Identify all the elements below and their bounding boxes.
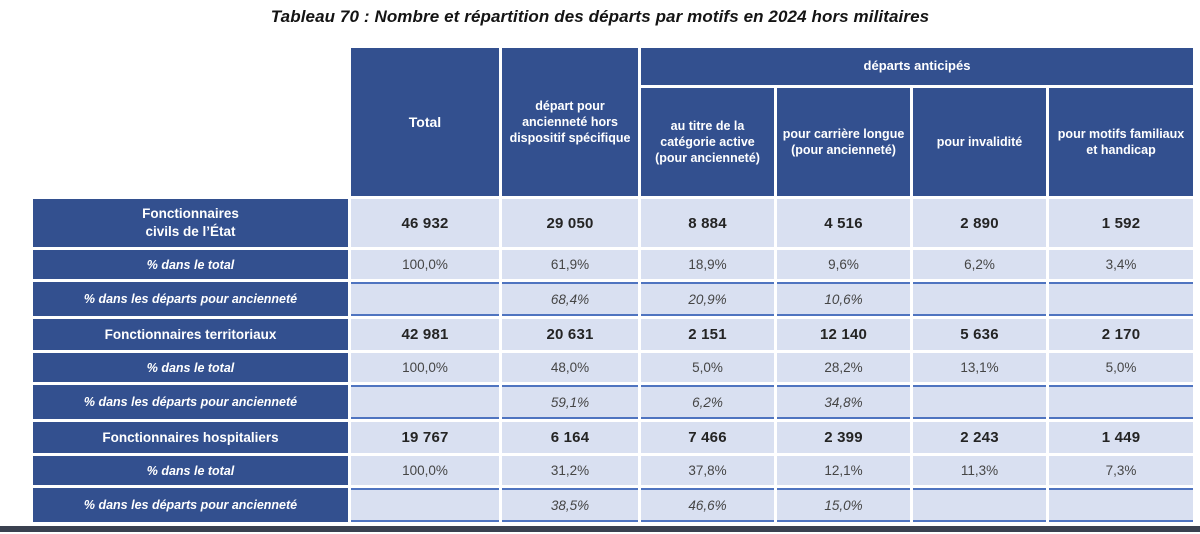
cell-value: 7 466 (641, 422, 774, 453)
row-label-pct-total: % dans le total (33, 353, 348, 382)
table-row: Fonctionnaires civils de l’État 46 932 2… (33, 199, 1193, 247)
cell-value: 5 636 (913, 319, 1046, 350)
cell-value: 20,9% (641, 282, 774, 316)
cell-value: 29 050 (502, 199, 638, 247)
cell-value (913, 385, 1046, 419)
row-label-civils: Fonctionnaires civils de l’État (33, 199, 348, 247)
table-row: % dans le total 100,0% 61,9% 18,9% 9,6% … (33, 250, 1193, 279)
header-total: Total (351, 48, 499, 196)
cell-value: 2 151 (641, 319, 774, 350)
row-label-pct-anciennete: % dans les départs pour ancienneté (33, 282, 348, 316)
table-row: Fonctionnaires territoriaux 42 981 20 63… (33, 319, 1193, 350)
cell-value (913, 488, 1046, 522)
cell-value: 6,2% (913, 250, 1046, 279)
cell-value (351, 385, 499, 419)
table-row: % dans le total 100,0% 48,0% 5,0% 28,2% … (33, 353, 1193, 382)
cell-value: 2 243 (913, 422, 1046, 453)
cell-value: 3,4% (1049, 250, 1193, 279)
cell-value: 19 767 (351, 422, 499, 453)
table-title: Tableau 70 : Nombre et répartition des d… (270, 7, 930, 26)
cell-value (351, 282, 499, 316)
cell-value: 46 932 (351, 199, 499, 247)
cell-value (1049, 488, 1193, 522)
cell-value: 11,3% (913, 456, 1046, 485)
cell-value: 46,6% (641, 488, 774, 522)
cell-value: 18,9% (641, 250, 774, 279)
cell-value: 28,2% (777, 353, 910, 382)
cell-value: 37,8% (641, 456, 774, 485)
cell-value: 38,5% (502, 488, 638, 522)
header-departs-anticipes: départs anticipés (641, 48, 1193, 85)
table-row: % dans les départs pour ancienneté 59,1%… (33, 385, 1193, 419)
row-label-pct-anciennete: % dans les départs pour ancienneté (33, 385, 348, 419)
cell-value: 59,1% (502, 385, 638, 419)
row-label-pct-total: % dans le total (33, 456, 348, 485)
cell-value: 6 164 (502, 422, 638, 453)
header-row-sub: au titre de la catégorie active (pour an… (33, 88, 1193, 196)
departures-table: Total départ pour ancienneté hors dispos… (30, 45, 1196, 525)
cell-value: 12 140 (777, 319, 910, 350)
cell-value: 68,4% (502, 282, 638, 316)
table-row: % dans le total 100,0% 31,2% 37,8% 12,1%… (33, 456, 1193, 485)
cell-value: 5,0% (1049, 353, 1193, 382)
cell-value: 15,0% (777, 488, 910, 522)
cell-value: 12,1% (777, 456, 910, 485)
cell-value: 100,0% (351, 250, 499, 279)
cell-value: 2 890 (913, 199, 1046, 247)
cell-value: 42 981 (351, 319, 499, 350)
header-blank-cell (33, 48, 348, 196)
cell-value: 8 884 (641, 199, 774, 247)
table-row: Fonctionnaires hospitaliers 19 767 6 164… (33, 422, 1193, 453)
cell-value (1049, 385, 1193, 419)
cell-value: 1 592 (1049, 199, 1193, 247)
cell-value (913, 282, 1046, 316)
cell-value: 61,9% (502, 250, 638, 279)
cell-value (1049, 282, 1193, 316)
cell-value: 2 399 (777, 422, 910, 453)
cell-value: 31,2% (502, 456, 638, 485)
cell-value: 10,6% (777, 282, 910, 316)
cell-value: 100,0% (351, 353, 499, 382)
header-row-group: Total départ pour ancienneté hors dispos… (33, 48, 1193, 196)
header-carriere-longue: pour carrière longue (pour ancienneté) (777, 88, 910, 196)
cell-value: 7,3% (1049, 456, 1193, 485)
cell-value: 2 170 (1049, 319, 1193, 350)
cell-value: 20 631 (502, 319, 638, 350)
cell-value: 6,2% (641, 385, 774, 419)
cell-value: 34,8% (777, 385, 910, 419)
cell-value (351, 488, 499, 522)
header-invalidite: pour invalidité (913, 88, 1046, 196)
header-anciennete: départ pour ancienneté hors dispositif s… (502, 48, 638, 196)
header-motifs-familiaux: pour motifs familiaux et handicap (1049, 88, 1193, 196)
cell-value: 100,0% (351, 456, 499, 485)
header-categorie-active: au titre de la catégorie active (pour an… (641, 88, 774, 196)
cell-value: 1 449 (1049, 422, 1193, 453)
cell-value: 5,0% (641, 353, 774, 382)
page-bottom-edge (0, 526, 1200, 532)
cell-value: 48,0% (502, 353, 638, 382)
table-row: % dans les départs pour ancienneté 38,5%… (33, 488, 1193, 522)
cell-value: 13,1% (913, 353, 1046, 382)
row-label-pct-anciennete: % dans les départs pour ancienneté (33, 488, 348, 522)
cell-value: 9,6% (777, 250, 910, 279)
cell-value: 4 516 (777, 199, 910, 247)
row-label-territoriaux: Fonctionnaires territoriaux (33, 319, 348, 350)
table-row: % dans les départs pour ancienneté 68,4%… (33, 282, 1193, 316)
row-label-pct-total: % dans le total (33, 250, 348, 279)
row-label-hospitaliers: Fonctionnaires hospitaliers (33, 422, 348, 453)
